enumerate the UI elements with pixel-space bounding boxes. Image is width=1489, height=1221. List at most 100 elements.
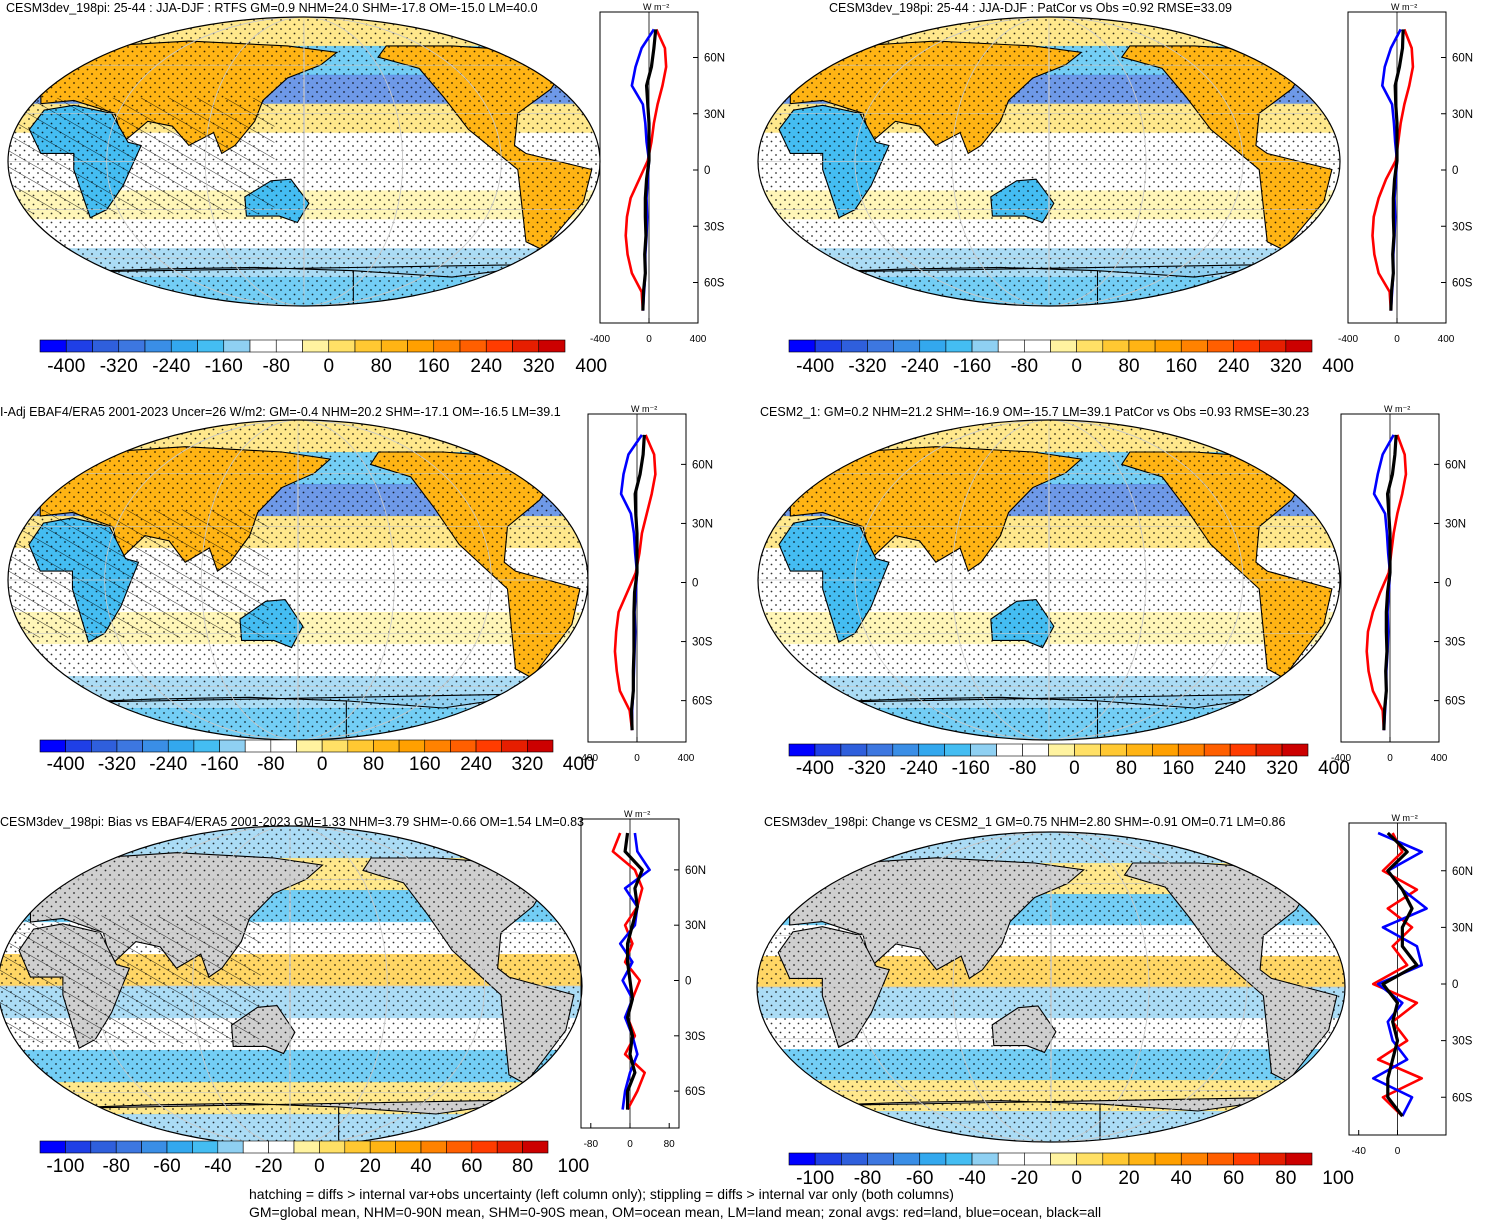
colorbar-cell <box>275 339 303 353</box>
colorbar-cell <box>118 339 146 353</box>
colorbar-tick-label: -320 <box>848 356 886 377</box>
colorbar-tick-label: 400 <box>563 754 595 775</box>
colorbar-cell <box>1024 339 1051 353</box>
colorbar-cell <box>65 339 93 353</box>
graticule-lon <box>854 832 1248 1142</box>
colorbar-cell <box>395 1140 422 1154</box>
colorbar-tick-label: -80 <box>854 1168 881 1189</box>
colorbar-cell <box>1100 743 1127 757</box>
colorbar-cell <box>1259 339 1287 353</box>
graticule-lon <box>854 420 1244 740</box>
colorbar-tick-label: -320 <box>100 356 138 377</box>
zonal-unit: W m⁻² <box>1384 404 1410 414</box>
zonal-lat-tick-label: 60S <box>685 1086 706 1098</box>
zonal-lat-tick-label: 60S <box>692 696 713 708</box>
colorbar-cell <box>223 339 251 353</box>
colorbar-cell <box>485 339 513 353</box>
zonal-x-tick-label: -400 <box>1331 753 1351 764</box>
colorbar-cell <box>420 1140 447 1154</box>
colorbar-tick-label: -80 <box>257 754 284 775</box>
colorbar-cell <box>398 739 426 753</box>
colorbar: -400 -320 -240 -160 -80 0 80 160 240 320 400 <box>788 339 1354 377</box>
zonal-mean-p3: W m⁻² 60N 30N 0 30S 60S -400 0 400 <box>578 404 713 764</box>
zonal-lat-tick-label: 30S <box>1445 637 1466 649</box>
panel-title: CESM3dev_198pi: 25-44 : JJA-DJF : RTFS G… <box>6 1 538 15</box>
colorbar-tick-label: -400 <box>47 754 85 775</box>
colorbar-cell <box>475 739 502 753</box>
colorbar-cell <box>1022 743 1049 757</box>
colorbar-cell <box>1233 1152 1261 1166</box>
colorbar-tick-label: 80 <box>1118 356 1139 377</box>
colorbar: -100 -80 -60 -40 -20 0 20 40 60 80 100 <box>39 1140 589 1177</box>
colorbar-cell <box>91 739 118 753</box>
colorbar-tick-label: 400 <box>1318 758 1350 779</box>
graticule-lon <box>94 826 486 1146</box>
zonal-lat-tick-label: 60N <box>692 459 713 471</box>
colorbar-cell <box>1128 1152 1156 1166</box>
zonal-x-tick-label: -80 <box>584 1139 599 1150</box>
colorbar-cell <box>39 339 67 353</box>
colorbar-cell <box>1207 1152 1234 1166</box>
colorbar-cell <box>167 739 195 753</box>
colorbar-cell <box>424 739 451 753</box>
map-p5 <box>0 825 583 1147</box>
map-p6 <box>756 831 1346 1143</box>
colorbar-cell <box>242 1140 269 1154</box>
colorbar-tick-label: 80 <box>1275 1168 1296 1189</box>
colorbar-cell <box>814 1152 842 1166</box>
colorbar-cell <box>1128 339 1156 353</box>
zonal-line-all <box>1381 831 1419 1118</box>
colorbar-cell <box>249 339 277 353</box>
zonal-lat-tick-label: 30N <box>692 518 713 530</box>
colorbar-cell <box>197 339 225 353</box>
graticule-lon <box>951 17 1147 306</box>
colorbar-tick-label: 0 <box>1069 758 1080 779</box>
zonal-lat-tick-label: 30S <box>1452 221 1473 233</box>
colorbar-cell <box>1180 1152 1208 1166</box>
colorbar-cell <box>945 1152 973 1166</box>
zonal-line-all <box>629 434 646 731</box>
panel-title: CESM2_1: GM=0.2 NHM=21.2 SHM=-16.9 OM=-1… <box>760 405 1309 419</box>
zonal-lat-tick-label: 60S <box>1445 696 1466 708</box>
footnote-line-2: GM=global mean, NHM=0-90N mean, SHM=0-90… <box>249 1204 1102 1220</box>
colorbar-tick-label: 60 <box>1223 1168 1244 1189</box>
colorbar-cell <box>407 339 435 353</box>
colorbar-cell <box>867 1152 894 1166</box>
colorbar-tick-label: 240 <box>460 754 492 775</box>
colorbar-tick-label: -240 <box>149 754 187 775</box>
colorbar-cell <box>1285 1152 1313 1166</box>
zonal-lat-tick-label: 60N <box>704 53 725 65</box>
colorbar-cell <box>1076 339 1104 353</box>
colorbar-cell <box>919 339 947 353</box>
zonal-line-land <box>1371 832 1424 1118</box>
zonal-lat-tick-label: 0 <box>704 165 710 177</box>
colorbar-cell <box>192 1140 219 1154</box>
colorbar-tick-label: 60 <box>461 1156 482 1177</box>
zonal-x-tick-label: 0 <box>1387 753 1393 764</box>
zonal-lat-tick-label: 30S <box>692 637 713 649</box>
colorbar: -400 -320 -240 -160 -80 0 80 160 240 320 400 <box>788 743 1350 779</box>
colorbar-cell <box>39 1140 66 1154</box>
zonal-lat-tick-label: 30S <box>685 1031 706 1043</box>
colorbar-tick-label: -80 <box>102 1156 129 1177</box>
colorbar-tick-label: -20 <box>255 1156 282 1177</box>
colorbar-tick-label: -80 <box>1011 356 1038 377</box>
colorbar-cell <box>166 1140 193 1154</box>
colorbar-cell <box>1255 743 1283 757</box>
colorbar-tick-label: 320 <box>1266 758 1298 779</box>
colorbar-cell <box>997 1152 1025 1166</box>
zonal-lat-tick-label: 0 <box>1452 979 1458 991</box>
colorbar-cell <box>90 1140 117 1154</box>
colorbar-cell <box>116 739 143 753</box>
colorbar-cell <box>840 1152 868 1166</box>
colorbar-cell <box>296 739 323 753</box>
colorbar-cell <box>217 1140 244 1154</box>
graticule-lon <box>952 832 1150 1142</box>
colorbar-tick-label: 80 <box>1116 758 1137 779</box>
colorbar: -400 -320 -240 -160 -80 0 80 160 240 320 400 <box>39 739 595 775</box>
zonal-x-tick-label: 80 <box>664 1139 676 1150</box>
colorbar-cell <box>997 339 1025 353</box>
colorbar-tick-label: 320 <box>511 754 543 775</box>
colorbar-cell <box>459 339 487 353</box>
